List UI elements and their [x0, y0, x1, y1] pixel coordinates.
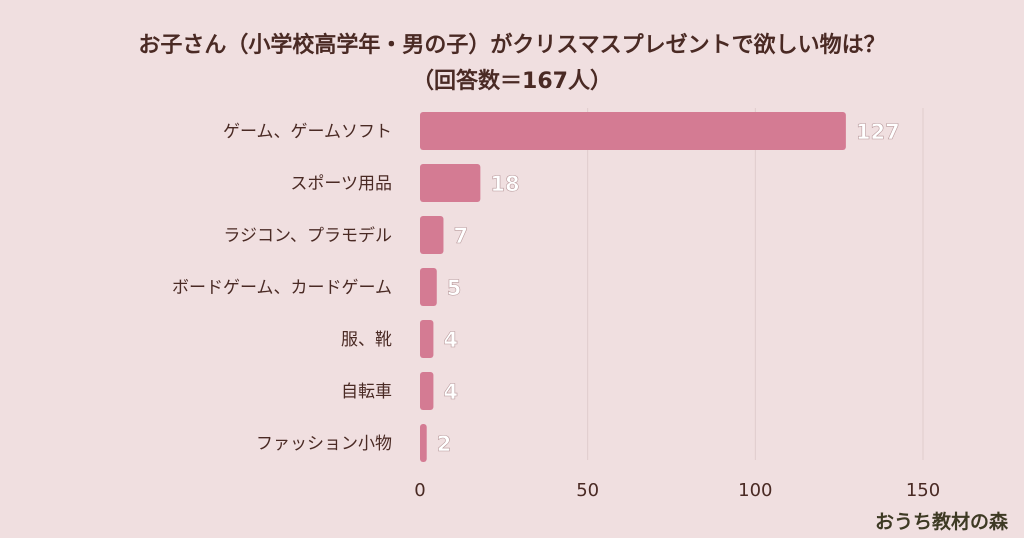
bar-5 — [420, 372, 434, 410]
bar-1 — [420, 164, 481, 202]
category-label-1: スポーツ用品 — [290, 174, 392, 194]
watermark-logo: おうち教材の森 — [874, 511, 1008, 533]
data-label-6: 2 — [437, 432, 452, 456]
x-tick-label-2: 100 — [738, 480, 772, 501]
data-label-2: 7 — [453, 224, 468, 248]
category-label-2: ラジコン、プラモデル — [223, 225, 392, 246]
data-label-3: 5 — [447, 276, 462, 300]
x-tick-label-3: 150 — [906, 480, 940, 501]
data-label-4: 4 — [443, 328, 458, 352]
data-label-5: 4 — [443, 380, 458, 404]
bar-3 — [420, 268, 437, 306]
category-label-4: 服、靴 — [341, 330, 392, 350]
bar-6 — [420, 424, 427, 462]
data-label-1: 18 — [490, 172, 519, 196]
bar-4 — [420, 320, 434, 358]
bar-0 — [420, 112, 846, 150]
bar-2 — [420, 216, 444, 254]
category-label-3: ボードゲーム、カードゲーム — [172, 278, 392, 298]
x-tick-label-0: 0 — [414, 480, 425, 501]
category-label-6: ファッション小物 — [256, 434, 392, 454]
data-label-0: 127 — [856, 120, 900, 144]
x-tick-label-1: 50 — [576, 480, 599, 501]
chart-title-line-1: お子さん（小学校高学年・男の子）がクリスマスプレゼントで欲しい物は？ — [138, 33, 886, 58]
chart-title-line-2: （回答数＝167人） — [412, 69, 612, 94]
chart-title: お子さん（小学校高学年・男の子）がクリスマスプレゼントで欲しい物は？ （回答数＝… — [0, 28, 1024, 100]
category-label-5: 自転車 — [341, 382, 392, 402]
category-label-0: ゲーム、ゲームソフト — [223, 122, 392, 142]
